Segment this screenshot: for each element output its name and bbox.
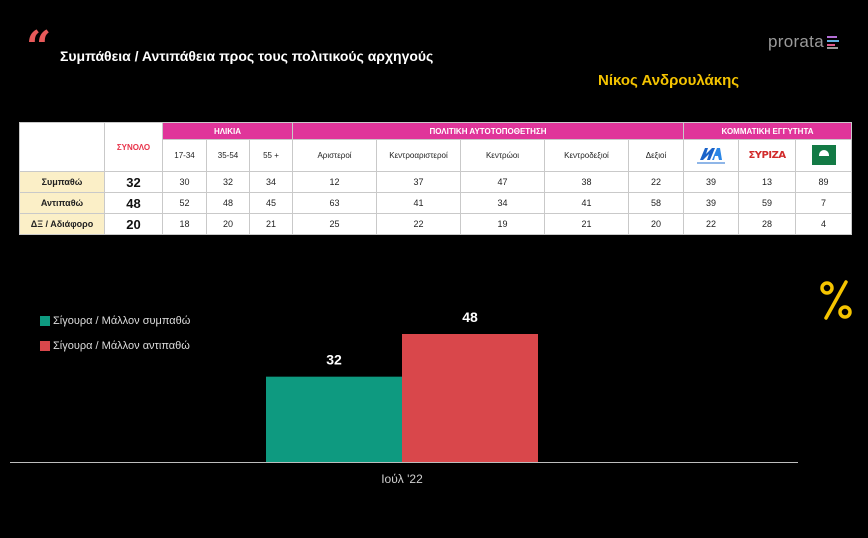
table-row: Συμπαθώ 32 30 32 34 12 37 47 38 22 39 13… (19, 171, 853, 193)
row-label: Αντιπαθώ (19, 192, 105, 214)
table-corner (19, 122, 105, 172)
col-header: 17-34 (162, 139, 207, 172)
percent-icon: % (820, 280, 852, 320)
bar (266, 376, 402, 462)
col-header: Κεντρώοι (460, 139, 545, 172)
page-title: Συμπάθεια / Αντιπάθεια προς τους πολιτικ… (60, 48, 434, 64)
leader-name: Νίκος Ανδρουλάκης (598, 72, 740, 89)
legend-item: Σίγουρα / Μάλλον αντιπαθώ (40, 339, 190, 353)
col-header: Κεντροδεξιοί (544, 139, 629, 172)
quote-mark: “ (26, 22, 52, 73)
table-cell: 22 (683, 213, 740, 235)
logo-bars-icon (826, 35, 839, 49)
table-cell: 21 (544, 213, 629, 235)
col-header: Δεξιοί (627, 139, 685, 172)
legend-label: Σίγουρα / Μάλλον αντιπαθώ (53, 340, 190, 352)
bar (402, 334, 538, 462)
legend-item: Σίγουρα / Μάλλον συμπαθώ (40, 314, 190, 328)
total-cell: 32 (104, 171, 163, 193)
pasok-logo-icon (795, 139, 853, 172)
col-header: Αριστεροί (292, 139, 377, 172)
table-row: Αντιπαθώ 48 52 48 45 63 41 34 41 58 39 5… (19, 192, 853, 214)
row-label: ΔΞ / Αδιάφορο (19, 213, 105, 235)
crosstab-table: ΣΥΝΟΛΟ ΗΛΙΚΙΑ ΠΟΛΙΤΙΚΗ ΑΥΤΟΤΟΠΟΘΕΤΗΣΗ ΚΟ… (19, 122, 853, 235)
group-header-ideology: ΠΟΛΙΤΙΚΗ ΑΥΤΟΤΟΠΟΘΕΤΗΣΗ (291, 122, 685, 140)
group-header-party: ΚΟΜΜΑΤΙΚΗ ΕΓΓΥΤΗΤΑ (683, 122, 853, 140)
table-cell: 21 (249, 213, 293, 235)
group-header-age: ΗΛΙΚΙΑ (162, 122, 293, 140)
table-cell: 25 (292, 213, 377, 235)
table-cell: 4 (795, 213, 853, 235)
syriza-logo-text: ΣΥΡΙΖΑ (748, 150, 786, 161)
x-tick-label: Ιούλ '22 (381, 472, 423, 486)
legend-label: Σίγουρα / Μάλλον συμπαθώ (53, 315, 191, 327)
data-label: 32 (326, 352, 342, 368)
syriza-logo-icon: ΣΥΡΙΖΑ (738, 139, 797, 172)
table-row: ΔΞ / Αδιάφορο 20 18 20 21 25 22 19 21 20… (19, 213, 853, 235)
table-cell: 19 (460, 213, 545, 235)
legend-swatch (40, 341, 50, 351)
col-header: 55 + (249, 139, 293, 172)
table-cell: 22 (376, 213, 461, 235)
table-cell: 20 (627, 213, 685, 235)
col-header: Κεντροαριστεροί (376, 139, 461, 172)
chart-legend: Σίγουρα / Μάλλον συμπαθώ Σίγουρα / Μάλλο… (40, 314, 190, 364)
legend-swatch (40, 316, 50, 326)
logo-text: prorata (768, 32, 824, 51)
prorata-logo: prorata (768, 32, 839, 52)
data-label: 48 (462, 309, 478, 325)
